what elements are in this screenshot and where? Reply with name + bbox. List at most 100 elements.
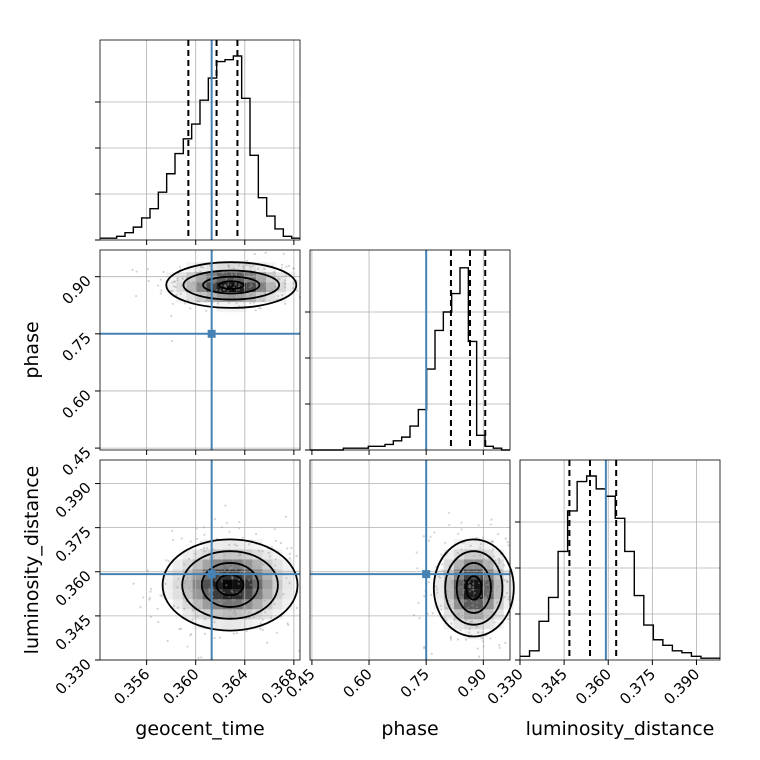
density-pixel	[212, 609, 223, 620]
histograms-layer	[100, 55, 720, 659]
density-pixel	[226, 262, 237, 273]
density-pixel	[242, 619, 253, 630]
scatter-point	[148, 596, 151, 599]
scatter-point	[489, 561, 492, 564]
scatter-point	[486, 592, 489, 595]
density-pixel	[483, 599, 494, 610]
scatter-point	[132, 582, 135, 585]
scatter-point	[283, 281, 286, 284]
scatter-point	[250, 284, 253, 288]
scatter-point	[460, 521, 463, 524]
density-pixel	[192, 559, 203, 570]
scatter-point	[244, 278, 247, 282]
scatter-point	[295, 554, 298, 557]
density-pixel	[192, 549, 203, 560]
scatter-point	[264, 251, 267, 254]
scatter-point	[206, 546, 209, 550]
density-pixel	[503, 579, 514, 590]
y-axis-label-phase: phase	[21, 321, 43, 378]
scatter-point	[469, 585, 472, 588]
density-pixel	[463, 579, 474, 590]
scatter-point	[194, 552, 197, 555]
density-pixel	[286, 272, 297, 283]
scatter-point	[467, 606, 470, 609]
scatter-point	[504, 537, 507, 540]
scatter-point	[131, 268, 134, 271]
density-pixel	[172, 589, 183, 600]
scatter-point	[204, 289, 207, 292]
scatter-point	[237, 582, 240, 585]
density-pixel	[212, 549, 223, 560]
scatter-point	[195, 527, 198, 530]
x-axis-label-geocent-time: geocent_time	[135, 718, 264, 740]
scatter-point	[186, 576, 190, 580]
density-pixel	[226, 282, 237, 293]
scatter-point	[474, 536, 478, 539]
scatter-point	[171, 529, 174, 532]
scatter-point	[192, 568, 195, 571]
scatter-point	[165, 559, 168, 562]
density-pixel	[232, 609, 243, 620]
scatter-point	[423, 595, 426, 598]
scatter-point	[190, 590, 193, 593]
scatter-point	[223, 599, 226, 602]
scatter-point	[499, 568, 503, 571]
scatter-point	[445, 619, 448, 622]
scatter-point	[244, 617, 247, 620]
scatter-point	[505, 579, 509, 582]
scatter-point	[273, 270, 276, 273]
scatter-point	[239, 553, 242, 557]
scatter-point	[459, 629, 462, 632]
scatter-point	[280, 263, 284, 266]
scatter-point	[199, 291, 202, 294]
scatter-point	[248, 579, 251, 582]
scatter-point	[178, 266, 182, 269]
scatter-point	[231, 612, 235, 615]
scatter-point	[135, 270, 138, 273]
scatter-point	[223, 285, 226, 288]
scatter-point	[183, 563, 186, 566]
scatter-point	[218, 598, 221, 601]
scatter-point	[496, 533, 500, 536]
density-pixel	[272, 599, 283, 610]
scatter-point	[203, 606, 207, 609]
scatter-point	[231, 577, 234, 580]
scatter-point	[259, 627, 262, 631]
scatter-point	[276, 298, 279, 301]
scatter-point	[263, 278, 266, 281]
histogram-luminosity-distance	[520, 475, 720, 659]
scatter-point	[243, 286, 246, 289]
contour-2-1	[444, 550, 504, 626]
scatter-point	[490, 518, 493, 521]
scatter-point	[435, 585, 438, 588]
density-pixel	[196, 282, 207, 293]
scatter-point	[205, 309, 208, 312]
scatter-point	[208, 589, 211, 593]
scatter-point	[231, 273, 234, 277]
scatter-point	[228, 568, 232, 571]
scatter-point	[172, 285, 176, 288]
density-pixel	[276, 272, 287, 283]
scatter-point	[282, 252, 285, 256]
scatter-point	[178, 628, 181, 631]
density-pixel	[192, 579, 203, 590]
scatter-point	[287, 623, 290, 627]
scatter-point	[197, 656, 200, 659]
contour-2-0	[432, 538, 515, 638]
scatter-point	[215, 289, 219, 292]
scatter-point	[200, 548, 203, 551]
density-pixel	[443, 589, 454, 600]
scatter-point	[427, 539, 431, 542]
density-pixel	[222, 599, 233, 610]
scatter-point	[220, 580, 223, 583]
scatter-point	[267, 551, 270, 555]
scatter-point	[240, 295, 243, 298]
density-pixel	[216, 292, 227, 303]
scatter-point	[202, 602, 205, 605]
scatter-point	[469, 586, 472, 589]
density-pixel	[172, 559, 183, 570]
contours-layer	[161, 261, 515, 638]
scatter-point	[503, 595, 506, 599]
scatter-point	[284, 515, 288, 518]
scatter-point	[493, 621, 496, 624]
